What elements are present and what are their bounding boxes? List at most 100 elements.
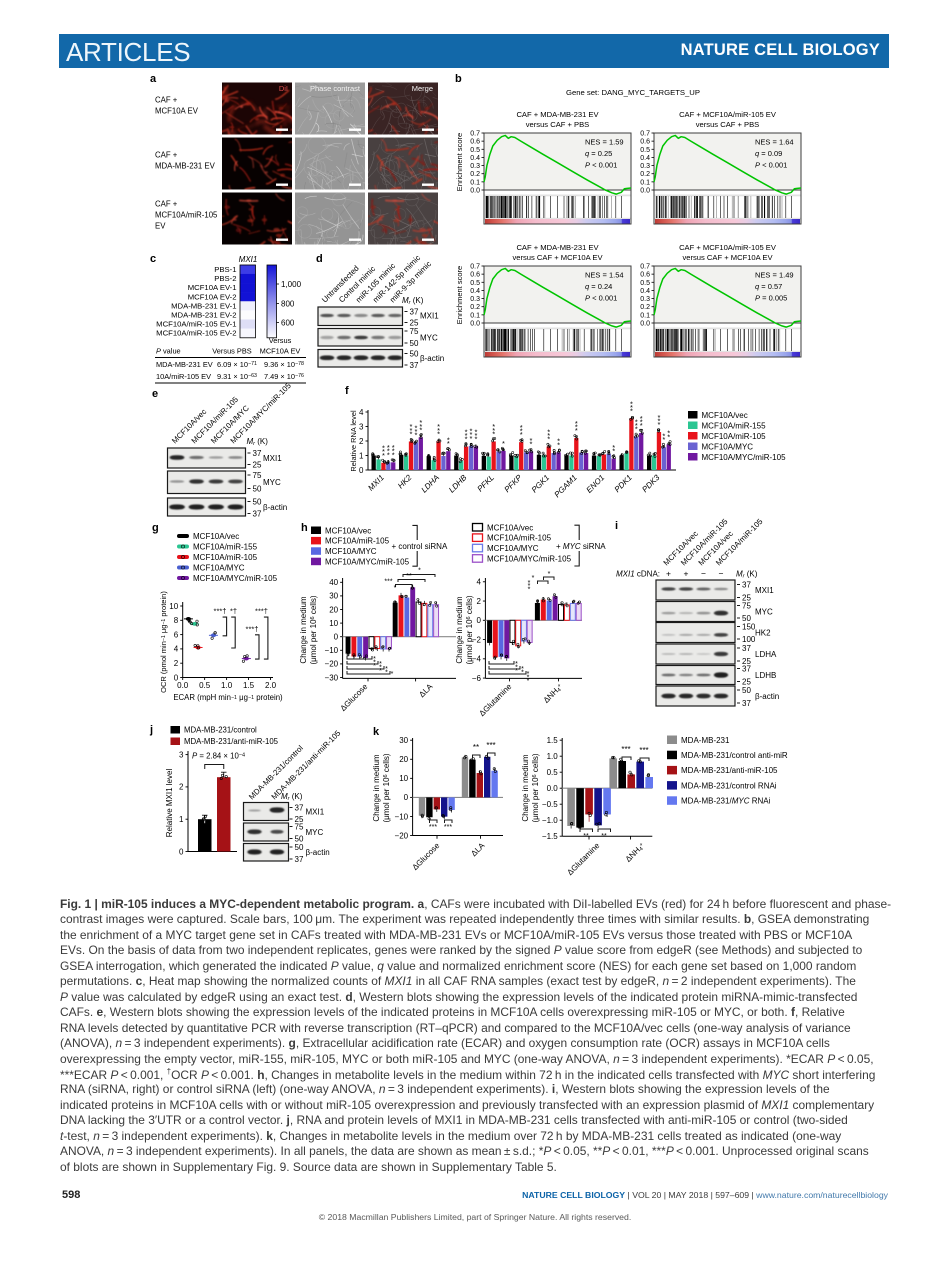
svg-text:−10: −10 [325, 646, 339, 655]
svg-text:*: * [547, 427, 550, 436]
svg-text:7.49 × 10−76: 7.49 × 10−76 [264, 372, 304, 381]
svg-text:0.5: 0.5 [470, 280, 480, 287]
svg-text:0.6: 0.6 [470, 272, 480, 279]
svg-text:0.2: 0.2 [470, 304, 480, 311]
svg-text:Mr (K): Mr (K) [402, 296, 424, 306]
svg-text:MXI1: MXI1 [366, 473, 386, 493]
svg-text:*: * [667, 432, 670, 441]
svg-text:ΔLA: ΔLA [469, 841, 487, 859]
svg-text:versus CAF + PBS: versus CAF + PBS [526, 120, 590, 129]
svg-text:P value: P value [156, 347, 181, 356]
svg-text:0.6: 0.6 [640, 139, 650, 146]
svg-text:P < 0.001: P < 0.001 [585, 161, 617, 170]
svg-text:*: * [382, 451, 385, 460]
svg-text:37: 37 [253, 510, 262, 519]
svg-text:0.4: 0.4 [640, 288, 650, 295]
svg-text:ENO1: ENO1 [585, 473, 607, 495]
svg-text:4: 4 [174, 645, 179, 654]
svg-text:0.7: 0.7 [640, 264, 650, 271]
svg-text:*: * [447, 439, 450, 448]
svg-text:−6: −6 [472, 674, 482, 683]
svg-text:*: * [465, 435, 468, 444]
svg-text:ΔGlutamine: ΔGlutamine [477, 682, 513, 718]
svg-text:*: * [474, 427, 477, 436]
svg-text:*: * [635, 417, 638, 426]
svg-text:50: 50 [253, 485, 262, 494]
svg-text:25: 25 [295, 815, 304, 824]
svg-text:0.0: 0.0 [177, 681, 189, 690]
svg-text:MCF10A/vec: MCF10A/vec [702, 411, 748, 420]
svg-text:*: * [635, 421, 638, 430]
svg-text:20: 20 [399, 755, 408, 764]
svg-text:6: 6 [174, 630, 179, 639]
svg-text:Change in medium: Change in medium [299, 596, 308, 663]
svg-text:0: 0 [334, 633, 339, 642]
svg-text:0.3: 0.3 [470, 163, 480, 170]
svg-text:37: 37 [410, 308, 419, 317]
svg-text:*: * [548, 571, 551, 578]
svg-text:MXI1: MXI1 [263, 454, 282, 463]
svg-text:*: * [474, 431, 477, 440]
svg-text:q = 0.09: q = 0.09 [755, 149, 782, 158]
svg-text:MXI1 cDNA:: MXI1 cDNA: [616, 570, 660, 579]
svg-text:*: * [557, 437, 560, 446]
svg-text:CAF +: CAF + [155, 96, 178, 105]
svg-text:*: * [414, 427, 417, 436]
svg-text:1.0: 1.0 [221, 681, 233, 690]
svg-text:P < 0.001: P < 0.001 [755, 161, 787, 170]
svg-text:0.4: 0.4 [470, 288, 480, 295]
svg-text:*: * [410, 429, 413, 438]
svg-text:k: k [373, 726, 380, 738]
svg-text:q = 0.24: q = 0.24 [585, 282, 612, 291]
svg-text:+ MYC siRNA: + MYC siRNA [556, 542, 606, 551]
svg-text:**: ** [473, 743, 479, 752]
svg-text:0.0: 0.0 [470, 321, 480, 328]
svg-text:20: 20 [329, 605, 338, 614]
svg-text:0.1: 0.1 [470, 312, 480, 319]
svg-text:0.5: 0.5 [640, 280, 650, 287]
svg-text:*: * [391, 671, 394, 678]
svg-text:Change in medium: Change in medium [521, 754, 530, 821]
svg-text:***: *** [639, 746, 648, 755]
svg-text:50: 50 [410, 339, 419, 348]
svg-text:***†: ***† [255, 607, 268, 616]
svg-text:*: * [373, 656, 376, 663]
svg-text:0: 0 [174, 673, 179, 682]
svg-text:*: * [465, 427, 468, 436]
svg-text:0.1: 0.1 [640, 179, 650, 186]
svg-text:HK2: HK2 [396, 473, 414, 491]
svg-text:versus CAF + PBS: versus CAF + PBS [696, 120, 760, 129]
svg-text:*: * [640, 421, 643, 430]
svg-text:versus CAF + MCF10A EV: versus CAF + MCF10A EV [512, 253, 603, 262]
svg-text:25: 25 [742, 657, 751, 666]
svg-text:*: * [657, 416, 660, 425]
svg-text:P < 0.001: P < 0.001 [585, 294, 617, 303]
svg-text:MCF10A/MYC/miR-105: MCF10A/MYC/miR-105 [487, 555, 572, 564]
svg-text:75: 75 [742, 602, 751, 611]
svg-text:150: 150 [742, 623, 756, 632]
svg-text:−10: −10 [395, 812, 409, 821]
svg-text:β-actin: β-actin [420, 354, 444, 363]
svg-text:*: * [382, 444, 385, 453]
svg-text:37: 37 [742, 665, 751, 674]
svg-text:−: − [719, 569, 724, 579]
svg-text:0: 0 [359, 466, 364, 475]
svg-text:*: * [532, 575, 535, 582]
svg-text:h: h [301, 522, 308, 534]
svg-text:MCF10A EV-1: MCF10A EV-1 [188, 283, 237, 292]
svg-text:0.6: 0.6 [470, 139, 480, 146]
svg-text:37: 37 [742, 644, 751, 653]
svg-text:*: * [557, 440, 560, 449]
svg-text:β-actin: β-actin [263, 503, 287, 512]
svg-text:MCF10A/miR-105: MCF10A/miR-105 [325, 537, 390, 546]
svg-text:75: 75 [410, 327, 419, 336]
svg-text:ΔGlucose: ΔGlucose [339, 682, 370, 713]
svg-text:1: 1 [179, 815, 184, 824]
svg-text:*: * [419, 422, 422, 431]
svg-text:0.5: 0.5 [640, 147, 650, 154]
svg-text:MCF10A/MYC: MCF10A/MYC [193, 563, 245, 572]
svg-text:**: ** [406, 573, 412, 580]
svg-text:e: e [152, 388, 158, 400]
svg-text:PFKL: PFKL [476, 473, 497, 494]
svg-text:MCF10A/MYC/miR-105: MCF10A/MYC/miR-105 [193, 574, 278, 583]
